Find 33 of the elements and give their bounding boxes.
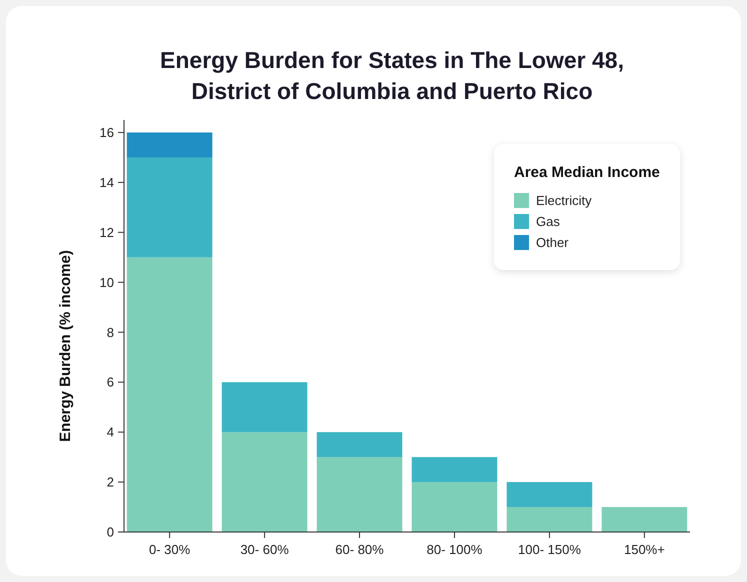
x-tick-label: 150%+ [624,542,665,557]
legend-label: Electricity [536,193,592,208]
y-tick-label: 12 [100,224,114,240]
y-tick-label: 2 [106,474,114,490]
x-tick-label: 0- 30% [148,542,191,557]
bar [412,457,498,482]
y-tick-label: 0 [106,524,114,540]
bar [316,432,402,458]
x-tick-label: 100- 150% [518,542,582,557]
x-tick-label: 80- 100% [426,542,483,557]
x-tick-label: 30- 60% [240,542,290,557]
y-tick-label: 16 [100,125,114,140]
x-tick-label: 60- 80% [335,542,384,557]
chart-title: Energy Burden for States in The Lower 48, District of Columbia and Puerto Rico [160,47,624,104]
bar [316,457,402,532]
legend-label: Gas [536,214,560,229]
bar [222,432,308,532]
legend-title: Area Median Income [514,164,660,181]
bar [126,257,212,532]
bar [602,507,688,532]
y-tick-label: 14 [100,174,114,190]
y-axis-title: Energy Burden (% income) [57,250,74,442]
y-tick-label: 10 [100,274,114,290]
bar [506,507,592,532]
bar [506,482,592,508]
bar [412,482,498,532]
y-tick-label: 4 [106,424,114,440]
y-tick-label: 6 [106,374,114,390]
bar [126,157,212,258]
bar [126,132,212,158]
y-tick-label: 8 [106,324,114,340]
bar [222,382,308,432]
legend-label: Other [536,235,570,250]
